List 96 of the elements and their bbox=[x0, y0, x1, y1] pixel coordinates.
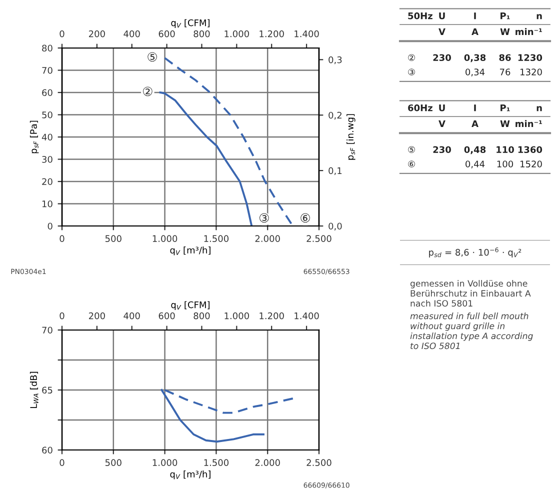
category-label: n bbox=[536, 14, 542, 20]
y2-tick-label: 0,3 bbox=[328, 56, 342, 64]
text: 1320 bbox=[520, 68, 542, 76]
y2-tick-label: 0,2 bbox=[328, 112, 342, 120]
text: 86 bbox=[499, 54, 511, 62]
annotation: ② bbox=[143, 86, 152, 96]
text: 230 bbox=[433, 54, 451, 62]
y-tick-label: 70 bbox=[42, 66, 52, 74]
x-tick-label: 1.000 bbox=[152, 459, 178, 466]
y-tick-label: 40 bbox=[42, 134, 52, 141]
y2-axis-title: p$_{sF}$ [in.wg] bbox=[346, 114, 356, 160]
x2-tick-label: 1.200 bbox=[260, 30, 284, 38]
y-axis-title: p$_{sF}$ [Pa] bbox=[30, 120, 39, 154]
line-series bbox=[159, 92, 253, 226]
x-tick-label: 1.500 bbox=[204, 235, 229, 242]
x2-tick-label: 1.400 bbox=[294, 312, 319, 320]
y-tick-label: 70 bbox=[42, 326, 52, 334]
text: 0,38 bbox=[464, 54, 486, 62]
text: 76 bbox=[500, 68, 510, 76]
y2-tick-label: 0,0 bbox=[328, 222, 342, 230]
text: W bbox=[500, 120, 510, 127]
text: ⑤ bbox=[408, 146, 415, 153]
x-tick-label: 2.500 bbox=[306, 459, 332, 466]
text: measured in full bell mouth without guard grille in installation type A according to ISO 5801 bbox=[410, 312, 533, 350]
category-label: U bbox=[439, 12, 445, 20]
text: 1520 bbox=[520, 160, 542, 168]
text: 0,34 bbox=[466, 68, 485, 76]
x-tick-label: 500 bbox=[105, 459, 122, 466]
y-axis-title: L$_{WA}$ [dB] bbox=[30, 372, 38, 408]
line-series bbox=[164, 57, 294, 226]
y-tick-label: 10 bbox=[42, 200, 52, 208]
x2-tick-label: 800 bbox=[194, 312, 210, 320]
category-label: 50Hz bbox=[408, 12, 432, 20]
x-tick-label: 0 bbox=[60, 459, 64, 466]
annotation: ⑥ bbox=[300, 213, 310, 223]
x2-tick-label: 400 bbox=[124, 312, 140, 320]
x-tick-label: 2.000 bbox=[255, 235, 280, 242]
text: A bbox=[472, 120, 478, 127]
x-tick-label: 1.500 bbox=[204, 459, 229, 466]
x2-tick-label: 1.400 bbox=[294, 30, 319, 38]
y2-tick-label: 0,1 bbox=[328, 167, 342, 176]
category-label: n bbox=[536, 106, 542, 112]
y-tick-label: 50 bbox=[42, 111, 52, 118]
y-tick-label: 0 bbox=[48, 222, 52, 230]
text: ② bbox=[408, 54, 415, 61]
y-tick-label: 65 bbox=[42, 386, 52, 394]
x2-tick-label: 1.000 bbox=[224, 30, 249, 38]
y-tick-label: 80 bbox=[42, 44, 52, 52]
category-label: I bbox=[474, 12, 476, 20]
text: 1360 bbox=[518, 146, 542, 154]
text: 110 bbox=[496, 146, 514, 154]
y-tick-label: 60 bbox=[42, 446, 52, 454]
x2-axis-title: q$_{V}$ [CFM] bbox=[171, 19, 210, 28]
x2-axis-title: q$_{V}$ [CFM] bbox=[171, 301, 210, 310]
x2-tick-label: 1.200 bbox=[260, 312, 284, 320]
category-label: U bbox=[439, 104, 445, 112]
x2-tick-label: 0 bbox=[60, 312, 64, 320]
y-tick-label: 30 bbox=[42, 156, 52, 163]
x2-tick-label: 800 bbox=[194, 30, 210, 38]
text: V bbox=[438, 120, 446, 127]
text: 1230 bbox=[518, 54, 542, 62]
category-label: P₁ bbox=[500, 12, 510, 20]
category-label: 60Hz bbox=[408, 104, 432, 112]
x-tick-label: 500 bbox=[105, 235, 122, 242]
x-axis-title: q$_{V}$ [m³/h] bbox=[170, 246, 210, 256]
x2-tick-label: 400 bbox=[124, 30, 140, 38]
x2-tick-label: 0 bbox=[60, 30, 64, 38]
x-axis-title: q$_{V}$ [m³/h] bbox=[170, 470, 210, 480]
y-tick-label: 20 bbox=[42, 178, 52, 186]
annotation: ⑤ bbox=[148, 52, 157, 62]
x-tick-label: 1.000 bbox=[152, 235, 178, 242]
text: 0,48 bbox=[464, 146, 486, 154]
text: ⑥ bbox=[408, 160, 415, 168]
x2-tick-label: 200 bbox=[88, 30, 105, 38]
text: A bbox=[472, 28, 478, 35]
text: 100 bbox=[497, 160, 514, 168]
x2-tick-label: 600 bbox=[158, 312, 175, 320]
category-label: I bbox=[474, 104, 476, 112]
text: 230 bbox=[433, 146, 451, 154]
x2-tick-label: 200 bbox=[88, 312, 105, 320]
x-tick-label: 2.000 bbox=[255, 459, 280, 466]
text: gemessen in Volldüse ohne Berührschutz in Einbauart A nach ISO 5801 bbox=[410, 280, 531, 307]
x2-tick-label: 600 bbox=[158, 30, 175, 38]
text: p$_{sd}$ = 8,6 · 10$^{−6}$ · q$_{V}$² bbox=[429, 247, 522, 258]
text: min⁻¹ bbox=[516, 120, 542, 127]
category-label: P₁ bbox=[500, 104, 510, 112]
y-tick-label: 60 bbox=[42, 89, 52, 96]
x-tick-label: 2.500 bbox=[306, 235, 332, 242]
text: 0,44 bbox=[466, 160, 485, 168]
text: W bbox=[500, 28, 510, 35]
text: V bbox=[438, 28, 446, 35]
x-tick-label: 0 bbox=[60, 235, 64, 242]
text: ③ bbox=[408, 68, 415, 76]
annotation: ③ bbox=[259, 213, 269, 223]
text: min⁻¹ bbox=[516, 28, 542, 35]
x2-tick-label: 1.000 bbox=[224, 312, 249, 320]
